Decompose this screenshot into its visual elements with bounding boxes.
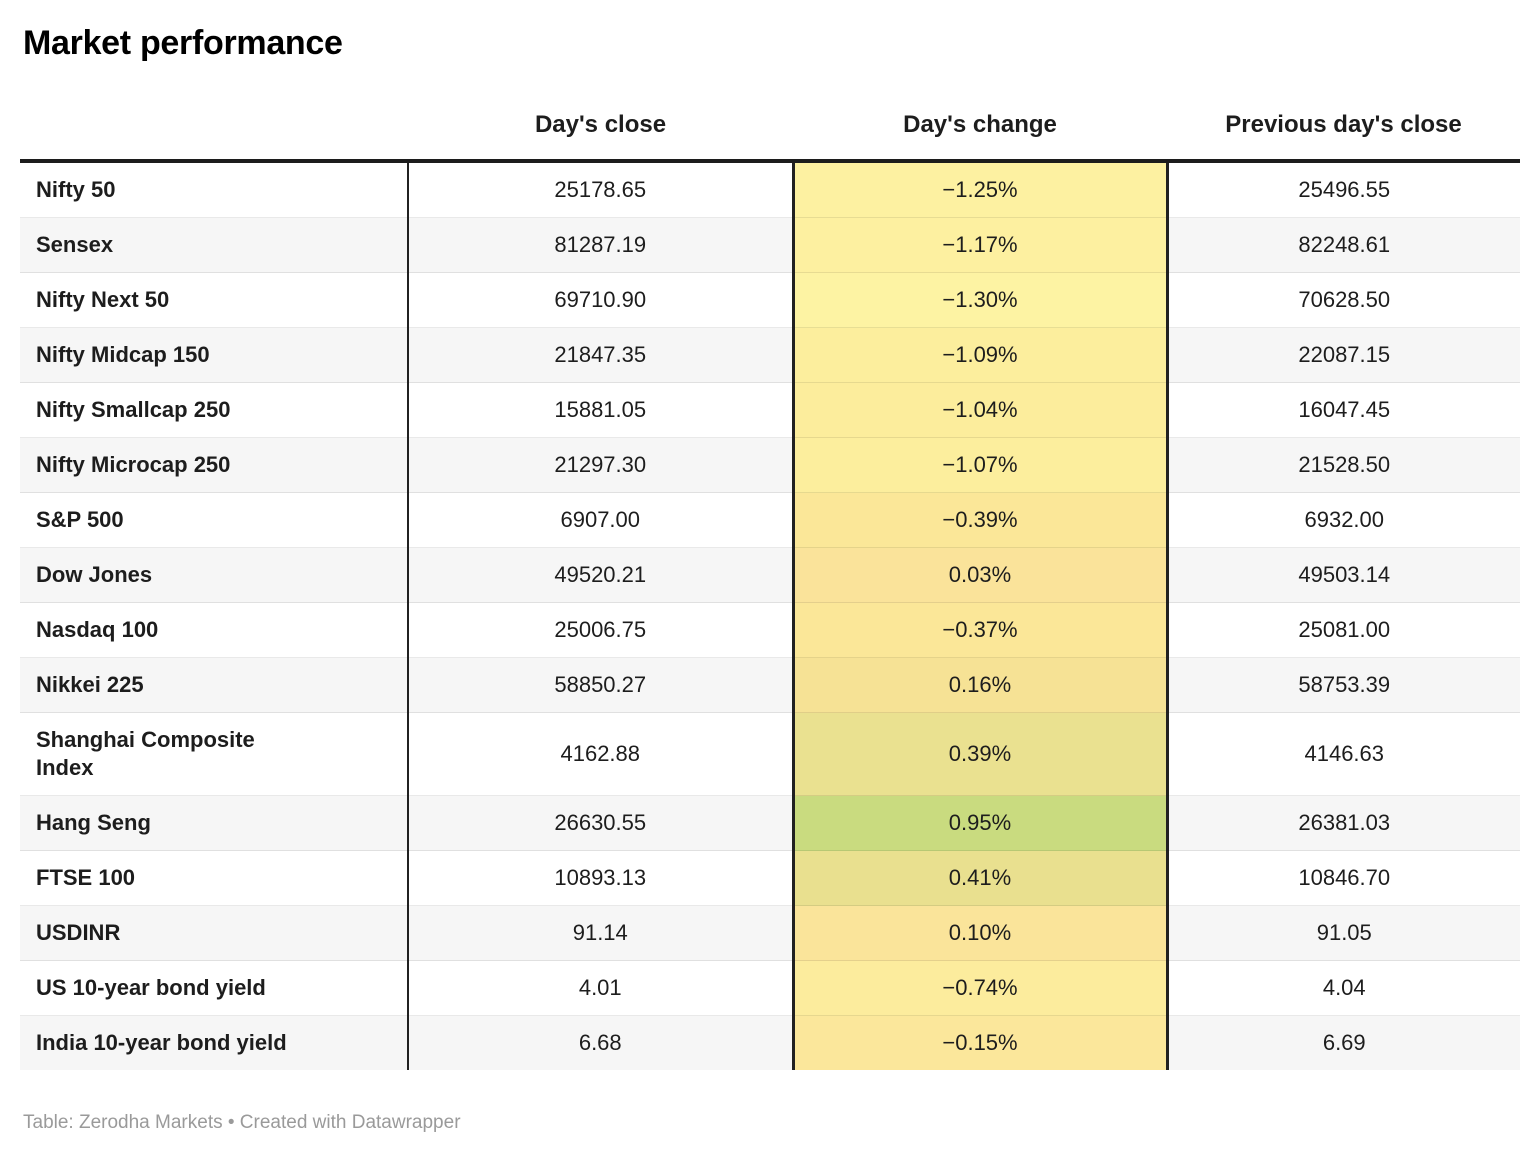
- days-close-cell: 4162.88: [407, 712, 793, 796]
- days-close-cell: 81287.19: [407, 217, 793, 273]
- previous-close-cell: 6.69: [1167, 1015, 1520, 1070]
- days-change-cell: 0.16%: [791, 657, 1169, 713]
- table-row: Nifty 50 25178.65 −1.25% 25496.55: [20, 161, 1520, 218]
- table-row: S&P 500 6907.00 −0.39% 6932.00: [20, 492, 1520, 548]
- days-change-cell: 0.10%: [791, 905, 1169, 961]
- days-close-cell: 6907.00: [407, 492, 793, 548]
- table-header: Day's close Day's change Previous day's …: [20, 111, 1520, 163]
- previous-close-cell: 58753.39: [1167, 657, 1520, 713]
- header-previous-days-close: Previous day's close: [1167, 111, 1520, 163]
- days-change-cell: −1.30%: [791, 272, 1169, 328]
- row-label: US 10-year bond yield: [20, 960, 408, 1016]
- table-row: USDINR 91.14 0.10% 91.05: [20, 905, 1520, 961]
- page-title: Market performance: [23, 24, 343, 62]
- previous-close-cell: 91.05: [1167, 905, 1520, 961]
- table-row: Nikkei 225 58850.27 0.16% 58753.39: [20, 657, 1520, 713]
- previous-close-cell: 22087.15: [1167, 327, 1520, 383]
- days-close-cell: 10893.13: [407, 850, 793, 906]
- table-row: Nifty Microcap 250 21297.30 −1.07% 21528…: [20, 437, 1520, 493]
- days-change-cell: −0.39%: [791, 492, 1169, 548]
- days-close-cell: 21847.35: [407, 327, 793, 383]
- days-change-cell: −0.74%: [791, 960, 1169, 1016]
- days-change-cell: −1.09%: [791, 327, 1169, 383]
- market-performance-table: Day's close Day's change Previous day's …: [20, 111, 1520, 1070]
- table-row: Nifty Next 50 69710.90 −1.30% 70628.50: [20, 272, 1520, 328]
- row-label: Dow Jones: [20, 547, 408, 603]
- days-change-cell: −1.17%: [791, 217, 1169, 273]
- row-label: Nasdaq 100: [20, 602, 408, 658]
- days-change-cell: 0.03%: [791, 547, 1169, 603]
- row-label: Nifty Midcap 150: [20, 327, 408, 383]
- row-label: Nikkei 225: [20, 657, 408, 713]
- days-close-cell: 25006.75: [407, 602, 793, 658]
- previous-close-cell: 6932.00: [1167, 492, 1520, 548]
- previous-close-cell: 26381.03: [1167, 795, 1520, 851]
- row-label: S&P 500: [20, 492, 408, 548]
- days-close-cell: 69710.90: [407, 272, 793, 328]
- row-label: Hang Seng: [20, 795, 408, 851]
- days-change-cell: 0.41%: [791, 850, 1169, 906]
- header-days-change: Day's change: [793, 111, 1167, 163]
- row-label: Nifty Next 50: [20, 272, 408, 328]
- days-change-cell: 0.95%: [791, 795, 1169, 851]
- days-close-cell: 6.68: [407, 1015, 793, 1070]
- table-row: FTSE 100 10893.13 0.41% 10846.70: [20, 850, 1520, 906]
- row-label: Nifty Microcap 250: [20, 437, 408, 493]
- row-label: Nifty 50: [36, 177, 116, 202]
- previous-close-cell: 25496.55: [1298, 177, 1391, 202]
- previous-close-cell: 21528.50: [1167, 437, 1520, 493]
- days-change-cell: 0.39%: [791, 712, 1169, 796]
- days-close-cell: 15881.05: [407, 382, 793, 438]
- days-change-cell: −0.15%: [791, 1015, 1169, 1070]
- table-row: Dow Jones 49520.21 0.03% 49503.14: [20, 547, 1520, 603]
- table-row: Sensex 81287.19 −1.17% 82248.61: [20, 217, 1520, 273]
- previous-close-cell: 10846.70: [1167, 850, 1520, 906]
- table-row: US 10-year bond yield 4.01 −0.74% 4.04: [20, 960, 1520, 1016]
- header-empty: [20, 111, 408, 163]
- row-label: Nifty Smallcap 250: [20, 382, 408, 438]
- previous-close-cell: 82248.61: [1167, 217, 1520, 273]
- previous-close-cell: 16047.45: [1167, 382, 1520, 438]
- days-change-cell: −1.04%: [791, 382, 1169, 438]
- row-label: Sensex: [20, 217, 408, 273]
- table-attribution: Table: Zerodha Markets • Created with Da…: [23, 1112, 461, 1133]
- row-label: FTSE 100: [20, 850, 408, 906]
- days-close-cell: 25178.65: [407, 161, 793, 218]
- days-change-cell: −1.25%: [791, 161, 1169, 218]
- row-label: Shanghai Composite Index: [20, 712, 408, 796]
- days-change-cell: −1.07%: [791, 437, 1169, 493]
- row-label: India 10-year bond yield: [20, 1015, 408, 1070]
- table-row: Nifty Smallcap 250 15881.05 −1.04% 16047…: [20, 382, 1520, 438]
- table-row: Shanghai Composite Index 4162.88 0.39% 4…: [20, 712, 1520, 796]
- table-row: India 10-year bond yield 6.68 −0.15% 6.6…: [20, 1015, 1520, 1070]
- previous-close-cell: 4.04: [1167, 960, 1520, 1016]
- previous-close-cell: 4146.63: [1167, 712, 1520, 796]
- header-row: Day's close Day's change Previous day's …: [20, 111, 1520, 163]
- row-label: USDINR: [20, 905, 408, 961]
- table-row: Nifty Midcap 150 21847.35 −1.09% 22087.1…: [20, 327, 1520, 383]
- days-close-cell: 58850.27: [407, 657, 793, 713]
- days-change-cell: −0.37%: [791, 602, 1169, 658]
- days-close-cell: 26630.55: [407, 795, 793, 851]
- previous-close-cell: 49503.14: [1167, 547, 1520, 603]
- days-close-cell: 91.14: [407, 905, 793, 961]
- table-body: Nifty 50 25178.65 −1.25% 25496.55 Sensex…: [20, 161, 1520, 1070]
- previous-close-cell: 25081.00: [1167, 602, 1520, 658]
- days-close-cell: 4.01: [407, 960, 793, 1016]
- days-close-cell: 21297.30: [407, 437, 793, 493]
- days-close-cell: 49520.21: [407, 547, 793, 603]
- header-days-close: Day's close: [408, 111, 793, 163]
- table-row: Nasdaq 100 25006.75 −0.37% 25081.00: [20, 602, 1520, 658]
- table-row: Hang Seng 26630.55 0.95% 26381.03: [20, 795, 1520, 851]
- previous-close-cell: 70628.50: [1167, 272, 1520, 328]
